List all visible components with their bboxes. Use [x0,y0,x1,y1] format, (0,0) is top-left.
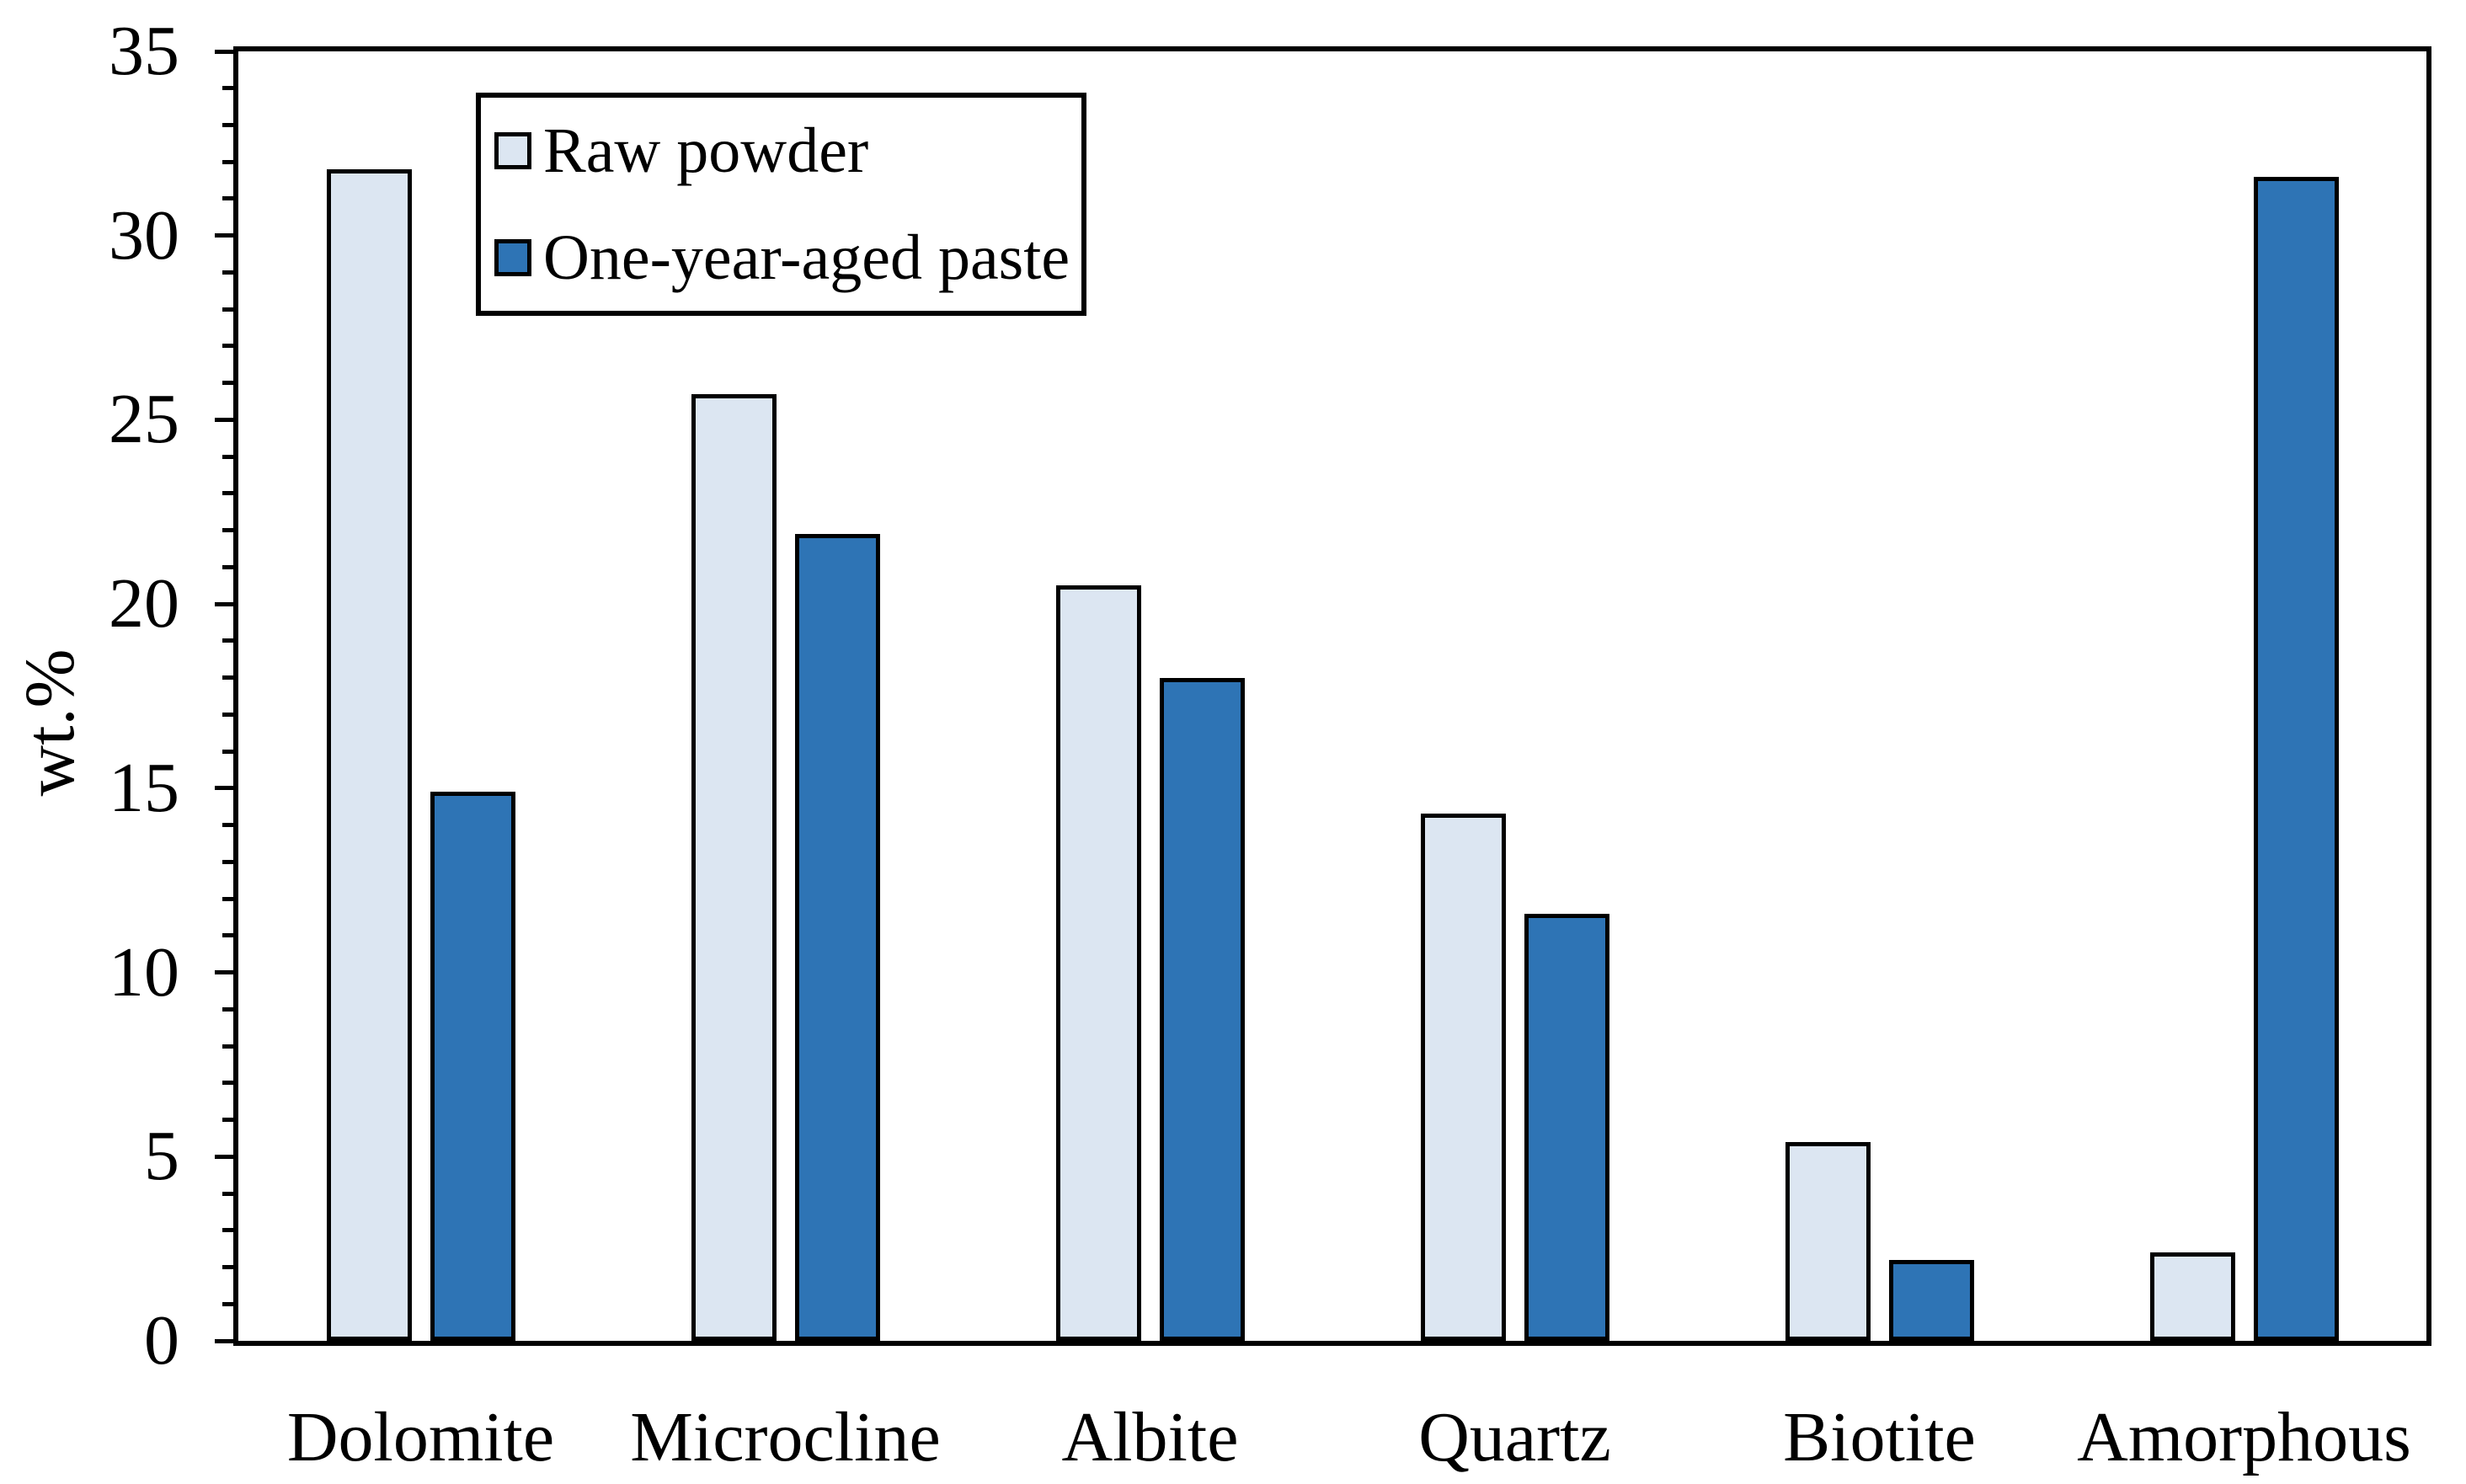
legend-swatch-raw-powder [494,132,531,170]
bar-raw-powder-microcline [691,393,777,1341]
category-label-dolomite: Dolomite [286,1398,555,1476]
y-axis-major-tick-35 [215,49,233,54]
x-axis-category-labels: Dolomite Microcline Albite Quartz Biotite Amo… [0,1391,2466,1484]
y-axis-minor-tick-2 [222,1265,233,1269]
y-axis-minor-tick-23 [222,491,233,496]
y-axis-major-tick-10 [215,970,233,975]
y-axis-minor-tick-27 [222,344,233,349]
y-axis-tick-label-5: 5 [144,1117,179,1196]
legend-label-raw-powder: Raw powder [543,115,869,187]
y-axis-minor-tick-16 [222,749,233,754]
y-axis-minor-tick-8 [222,1044,233,1049]
y-axis-major-tick-30 [215,233,233,238]
bar-one-year-aged-paste-quartz [1524,913,1609,1341]
y-axis-minor-tick-29 [222,270,233,275]
y-axis-minor-tick-26 [222,381,233,386]
bar-raw-powder-albite [1055,585,1141,1341]
y-axis-minor-tick-28 [222,307,233,312]
y-axis-minor-tick-21 [222,564,233,569]
y-axis-minor-tick-18 [222,675,233,681]
y-axis-tick-label-15: 15 [109,748,179,827]
y-axis-minor-tick-17 [222,712,233,717]
y-axis-minor-tick-22 [222,528,233,533]
legend-label-one-year-aged-paste: One-year-aged paste [543,222,1070,293]
bar-raw-powder-amorphous [2149,1252,2235,1341]
bar-one-year-aged-paste-dolomite [430,792,515,1341]
y-axis-minor-tick-19 [222,638,233,643]
bar-one-year-aged-paste-albite [1159,677,1245,1341]
category-label-amorphous: Amorphous [2077,1398,2411,1476]
category-label-biotite: Biotite [1783,1398,1976,1476]
y-axis-minor-tick-31 [222,196,233,201]
bar-raw-powder-dolomite [326,168,412,1341]
y-axis-tick-label-25: 25 [109,380,179,459]
legend: Raw powder One-year-aged paste [476,93,1086,316]
y-axis-minor-tick-6 [222,1118,233,1123]
y-axis-minor-tick-33 [222,122,233,127]
y-axis-tick-label-30: 30 [109,195,179,275]
category-label-microcline: Microcline [630,1398,941,1476]
y-axis-minor-tick-4 [222,1191,233,1196]
y-axis-minor-tick-12 [222,896,233,901]
legend-row-one-year-aged-paste: One-year-aged paste [494,216,1081,300]
y-axis-minor-tick-11 [222,933,233,938]
y-axis-tick-label-10: 10 [109,932,179,1012]
category-label-quartz: Quartz [1418,1398,1611,1476]
y-axis-major-tick-15 [215,786,233,791]
category-label-albite: Albite [1061,1398,1239,1476]
bar-one-year-aged-paste-amorphous [2253,176,2339,1341]
legend-swatch-one-year-aged-paste [494,238,531,276]
y-axis-major-tick-5 [215,1154,233,1159]
y-axis-tick-label-35: 35 [109,12,179,90]
bar-one-year-aged-paste-biotite [1888,1259,1974,1341]
y-axis-minor-tick-7 [222,1081,233,1086]
bar-raw-powder-biotite [1785,1141,1871,1341]
y-axis-major-tick-0 [215,1338,233,1343]
y-axis-minor-tick-24 [222,454,233,459]
y-axis-minor-tick-34 [222,86,233,91]
y-axis-minor-tick-32 [222,159,233,164]
bar-raw-powder-quartz [1420,814,1506,1341]
y-axis-major-tick-25 [215,417,233,422]
y-axis-minor-tick-3 [222,1228,233,1233]
legend-row-raw-powder: Raw powder [494,109,1081,193]
y-axis-minor-tick-1 [222,1301,233,1306]
y-axis-tick-label-0: 0 [144,1301,179,1380]
bar-one-year-aged-paste-microcline [794,534,880,1341]
y-axis-major-tick-20 [215,601,233,606]
y-axis-tick-label-20: 20 [109,564,179,643]
y-axis-minor-tick-9 [222,1006,233,1012]
y-axis-minor-tick-13 [222,859,233,864]
y-axis-minor-tick-14 [222,823,233,828]
